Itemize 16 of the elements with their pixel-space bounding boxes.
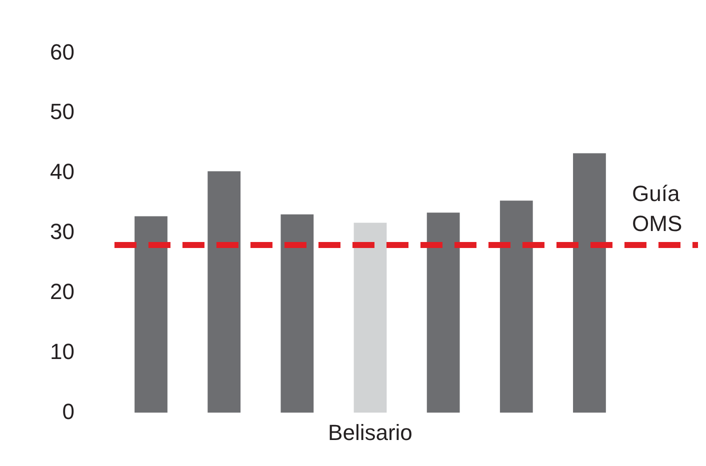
bar (134, 216, 168, 413)
y-tick-label: 10 (50, 338, 74, 364)
y-tick-label: 0 (62, 398, 74, 424)
bar (208, 171, 241, 413)
y-tick-label: 40 (50, 159, 74, 184)
y-tick-label: 50 (50, 99, 74, 124)
bar (354, 222, 387, 413)
bar (500, 200, 533, 413)
y-tick-label: 20 (50, 278, 74, 304)
bar (573, 153, 606, 413)
y-tick-label: 60 (50, 39, 74, 64)
bar (426, 212, 460, 413)
ref-line-label: Guía OMS (632, 181, 682, 236)
bar (280, 214, 314, 413)
y-tick-label: 30 (50, 219, 74, 244)
x-tick-label: Belisario (328, 420, 412, 446)
